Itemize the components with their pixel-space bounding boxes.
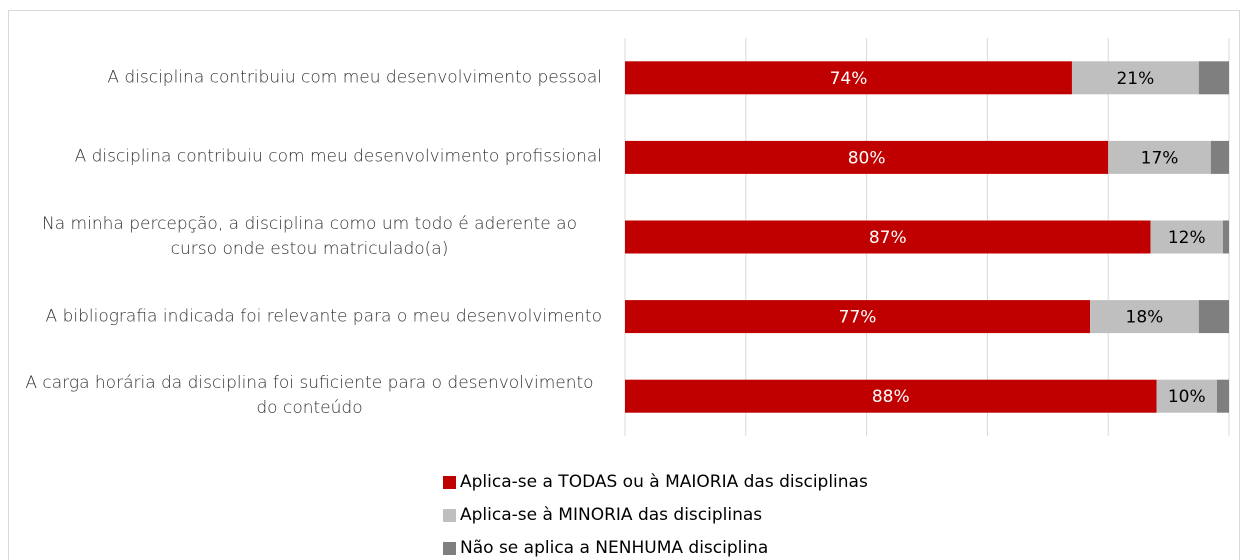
legend-item: Aplica-se à MINORIA das disciplinas [443, 505, 762, 525]
legend-label: Aplica-se a TODAS ou à MAIORIA das disci… [460, 472, 868, 492]
data-label: 18% [1126, 308, 1164, 328]
data-label: 12% [1168, 228, 1206, 248]
legend-swatch [443, 541, 456, 555]
bar-segment [1071, 61, 1199, 95]
bar-segment [625, 140, 1109, 174]
category-label: Na minha percepção, a disciplina como um… [42, 214, 577, 259]
data-label: 17% [1141, 148, 1179, 168]
legend-swatch [443, 475, 456, 489]
data-label: 87% [869, 228, 907, 248]
bar-segment [1222, 220, 1229, 254]
category-label: A bibliografia indicada foi relevante pa… [45, 306, 602, 327]
legend-swatch [443, 508, 456, 522]
data-label: 88% [872, 387, 910, 407]
bar-segment [1216, 379, 1229, 413]
bar-segment [625, 379, 1157, 413]
bar-segment [1150, 220, 1223, 254]
bar-segment [1210, 140, 1229, 174]
bar-segment [625, 61, 1072, 95]
legend-label: Não se aplica a NENHUMA disciplina [460, 538, 769, 558]
bar-segment [1198, 61, 1229, 95]
bar-segment [625, 220, 1151, 254]
data-label: 80% [848, 148, 886, 168]
data-label: 77% [839, 308, 877, 328]
data-label: 10% [1168, 387, 1206, 407]
bar-segment [1108, 140, 1211, 174]
category-label: A disciplina contribuiu com meu desenvol… [74, 146, 602, 167]
bar-segment [625, 300, 1091, 334]
data-label: 21% [1116, 69, 1154, 89]
legend-item: Não se aplica a NENHUMA disciplina [443, 538, 768, 558]
bar-segment [1156, 379, 1217, 413]
chart-frame [8, 10, 1240, 560]
bar-segment [1090, 300, 1199, 334]
bar-segment [1198, 300, 1229, 334]
legend-label: Aplica-se à MINORIA das disciplinas [460, 505, 763, 525]
category-label: A carga horária da disciplina foi sufici… [25, 373, 594, 419]
category-label: A disciplina contribuiu com meu desenvol… [107, 67, 602, 88]
data-label: 74% [830, 69, 868, 89]
legend-item: Aplica-se a TODAS ou à MAIORIA das disci… [443, 472, 868, 492]
